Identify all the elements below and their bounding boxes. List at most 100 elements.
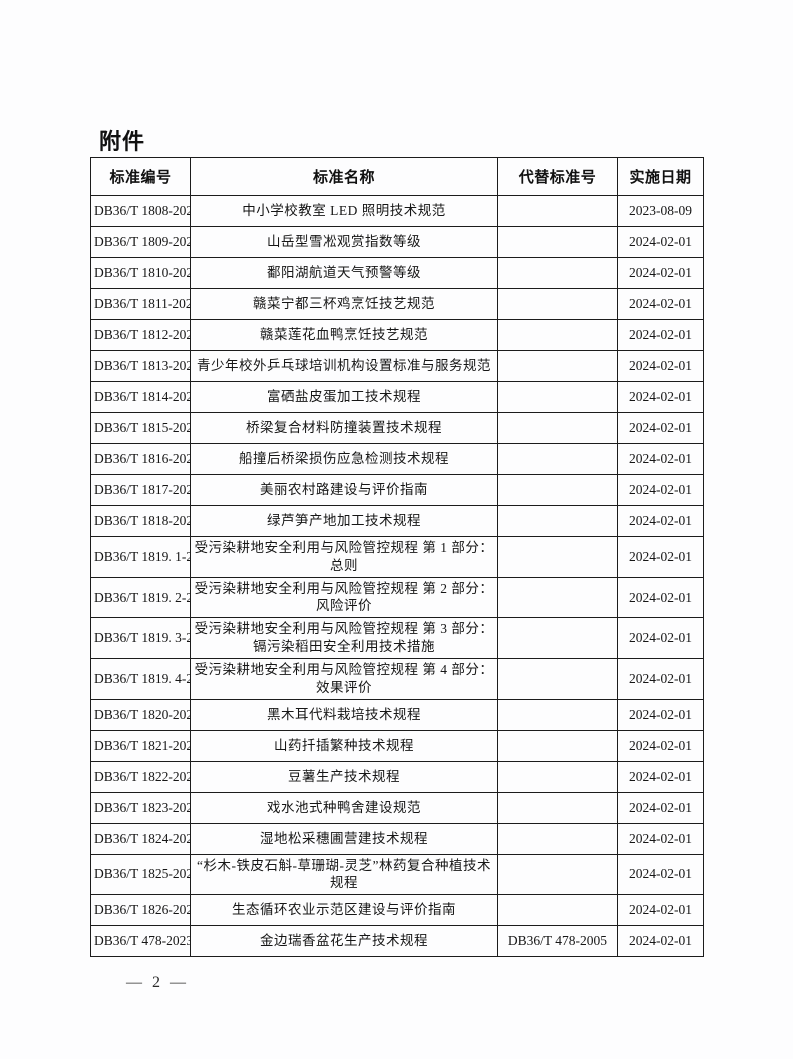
standard-name-cell: “杉木-铁皮石斛-草珊瑚-灵芝”林药复合种植技术规程: [190, 853, 498, 896]
replaced-code-cell: [497, 760, 618, 793]
standard-code-cell: DB36/T 478-2023: [90, 925, 191, 958]
standard-name-cell: 湿地松采穗圃营建技术规程: [190, 822, 498, 855]
standard-name-cell: 受污染耕地安全利用与风险管控规程 第 1 部分：总则: [190, 536, 498, 578]
replaced-code-cell: [497, 894, 618, 927]
standard-code-cell: DB36/T 1819. 1-2023: [90, 536, 191, 578]
header-implementation-date: 实施日期: [617, 157, 704, 196]
implementation-date-cell: 2024-02-01: [617, 474, 704, 506]
implementation-date-cell: 2024-02-01: [617, 576, 704, 619]
table-row: DB36/T 1809-2023 山岳型雪凇观赏指数等级 2024-02-01: [90, 226, 704, 258]
implementation-date-cell: 2023-08-09: [617, 195, 704, 227]
page-number: — 2 —: [126, 974, 189, 991]
implementation-date-cell: 2024-02-01: [617, 894, 704, 927]
standard-code-cell: DB36/T 1821-2023: [90, 729, 191, 762]
standard-code-cell: DB36/T 1810-2023: [90, 257, 191, 289]
standard-code-cell: DB36/T 1815-2023: [90, 412, 191, 444]
standard-name-cell: 赣菜莲花血鸭烹饪技艺规范: [190, 319, 498, 351]
standards-table: 标准编号 标准名称 代替标准号 实施日期 DB36/T 1808-2023 中小…: [90, 157, 704, 958]
implementation-date-cell: 2024-02-01: [617, 657, 704, 700]
replaced-code-cell: [497, 729, 618, 762]
implementation-date-cell: 2024-02-01: [617, 698, 704, 731]
replaced-code-cell: [497, 350, 618, 382]
standard-code-cell: DB36/T 1809-2023: [90, 226, 191, 258]
attachment-label: 附件: [99, 129, 146, 154]
replaced-code-cell: [497, 536, 618, 578]
standard-code-cell: DB36/T 1819. 4-2023: [90, 657, 191, 700]
standard-name-cell: 生态循环农业示范区建设与评价指南: [190, 894, 498, 927]
standard-code-cell: DB36/T 1825-2023: [90, 853, 191, 896]
replaced-code-cell: [497, 443, 618, 475]
replaced-code-cell: [497, 288, 618, 320]
implementation-date-cell: 2024-02-01: [617, 505, 704, 537]
standard-code-cell: DB36/T 1826-2023: [90, 894, 191, 927]
implementation-date-cell: 2024-02-01: [617, 617, 704, 659]
standard-name-cell: 青少年校外乒乓球培训机构设置标准与服务规范: [190, 350, 498, 382]
implementation-date-cell: 2024-02-01: [617, 729, 704, 762]
standard-name-cell: 戏水池式种鸭舍建设规范: [190, 791, 498, 824]
table-row: DB36/T 1820-2023 黑木耳代料栽培技术规程 2024-02-01: [90, 698, 704, 731]
replaced-code-cell: [497, 791, 618, 824]
standard-name-cell: 桥梁复合材料防撞装置技术规程: [190, 412, 498, 444]
table-row: DB36/T 1819. 1-2023 受污染耕地安全利用与风险管控规程 第 1…: [90, 536, 704, 578]
table-row: DB36/T 1816-2023 船撞后桥梁损伤应急检测技术规程 2024-02…: [90, 443, 704, 475]
standard-name-cell: 受污染耕地安全利用与风险管控规程 第 2 部分：风险评价: [190, 576, 498, 619]
replaced-code-cell: [497, 381, 618, 413]
standards-table-body: DB36/T 1808-2023 中小学校教室 LED 照明技术规范 2023-…: [90, 195, 704, 958]
standard-code-cell: DB36/T 1813-2023: [90, 350, 191, 382]
table-row: DB36/T 1817-2023 美丽农村路建设与评价指南 2024-02-01: [90, 474, 704, 506]
table-row: DB36/T 1823-2023 戏水池式种鸭舍建设规范 2024-02-01: [90, 791, 704, 824]
table-row: DB36/T 1810-2023 鄱阳湖航道天气预警等级 2024-02-01: [90, 257, 704, 289]
standard-code-cell: DB36/T 1808-2023: [90, 195, 191, 227]
table-row: DB36/T 1815-2023 桥梁复合材料防撞装置技术规程 2024-02-…: [90, 412, 704, 444]
table-row: DB36/T 1826-2023 生态循环农业示范区建设与评价指南 2024-0…: [90, 894, 704, 927]
standard-code-cell: DB36/T 1824-2023: [90, 822, 191, 855]
replaced-code-cell: [497, 412, 618, 444]
standard-name-cell: 中小学校教室 LED 照明技术规范: [190, 195, 498, 227]
table-row: DB36/T 1824-2023 湿地松采穗圃营建技术规程 2024-02-01: [90, 822, 704, 855]
implementation-date-cell: 2024-02-01: [617, 319, 704, 351]
table-row: DB36/T 1814-2023 富硒盐皮蛋加工技术规程 2024-02-01: [90, 381, 704, 413]
replaced-code-cell: [497, 698, 618, 731]
implementation-date-cell: 2024-02-01: [617, 288, 704, 320]
standard-code-cell: DB36/T 1811-2023: [90, 288, 191, 320]
standard-name-cell: 美丽农村路建设与评价指南: [190, 474, 498, 506]
standard-code-cell: DB36/T 1812-2023: [90, 319, 191, 351]
table-row: DB36/T 1812-2023 赣菜莲花血鸭烹饪技艺规范 2024-02-01: [90, 319, 704, 351]
header-standard-name: 标准名称: [190, 157, 498, 196]
implementation-date-cell: 2024-02-01: [617, 760, 704, 793]
implementation-date-cell: 2024-02-01: [617, 412, 704, 444]
standard-name-cell: 受污染耕地安全利用与风险管控规程 第 3 部分：镉污染稻田安全利用技术措施: [190, 617, 498, 659]
standard-name-cell: 豆薯生产技术规程: [190, 760, 498, 793]
header-standard-code: 标准编号: [90, 157, 191, 196]
replaced-code-cell: [497, 657, 618, 700]
table-row: DB36/T 478-2023 金边瑞香盆花生产技术规程 DB36/T 478-…: [90, 925, 704, 958]
implementation-date-cell: 2024-02-01: [617, 925, 704, 958]
replaced-code-cell: [497, 226, 618, 258]
replaced-code-cell: DB36/T 478-2005: [497, 925, 618, 958]
replaced-code-cell: [497, 505, 618, 537]
replaced-code-cell: [497, 617, 618, 659]
header-row: 标准编号 标准名称 代替标准号 实施日期: [90, 157, 704, 196]
standards-table-header: 标准编号 标准名称 代替标准号 实施日期: [90, 157, 704, 196]
standard-code-cell: DB36/T 1820-2023: [90, 698, 191, 731]
standard-code-cell: DB36/T 1823-2023: [90, 791, 191, 824]
implementation-date-cell: 2024-02-01: [617, 381, 704, 413]
header-replaced-code: 代替标准号: [497, 157, 618, 196]
implementation-date-cell: 2024-02-01: [617, 822, 704, 855]
standard-name-cell: 受污染耕地安全利用与风险管控规程 第 4 部分：效果评价: [190, 657, 498, 700]
standard-name-cell: 黑木耳代料栽培技术规程: [190, 698, 498, 731]
replaced-code-cell: [497, 319, 618, 351]
standard-code-cell: DB36/T 1818-2023: [90, 505, 191, 537]
table-row: DB36/T 1819. 2-2023 受污染耕地安全利用与风险管控规程 第 2…: [90, 576, 704, 619]
implementation-date-cell: 2024-02-01: [617, 257, 704, 289]
replaced-code-cell: [497, 853, 618, 896]
replaced-code-cell: [497, 822, 618, 855]
replaced-code-cell: [497, 576, 618, 619]
implementation-date-cell: 2024-02-01: [617, 443, 704, 475]
standard-code-cell: DB36/T 1817-2023: [90, 474, 191, 506]
table-row: DB36/T 1821-2023 山药扦插繁种技术规程 2024-02-01: [90, 729, 704, 762]
implementation-date-cell: 2024-02-01: [617, 350, 704, 382]
table-row: DB36/T 1825-2023 “杉木-铁皮石斛-草珊瑚-灵芝”林药复合种植技…: [90, 853, 704, 896]
standard-name-cell: 赣菜宁都三杯鸡烹饪技艺规范: [190, 288, 498, 320]
table-row: DB36/T 1819. 3-2023 受污染耕地安全利用与风险管控规程 第 3…: [90, 617, 704, 659]
